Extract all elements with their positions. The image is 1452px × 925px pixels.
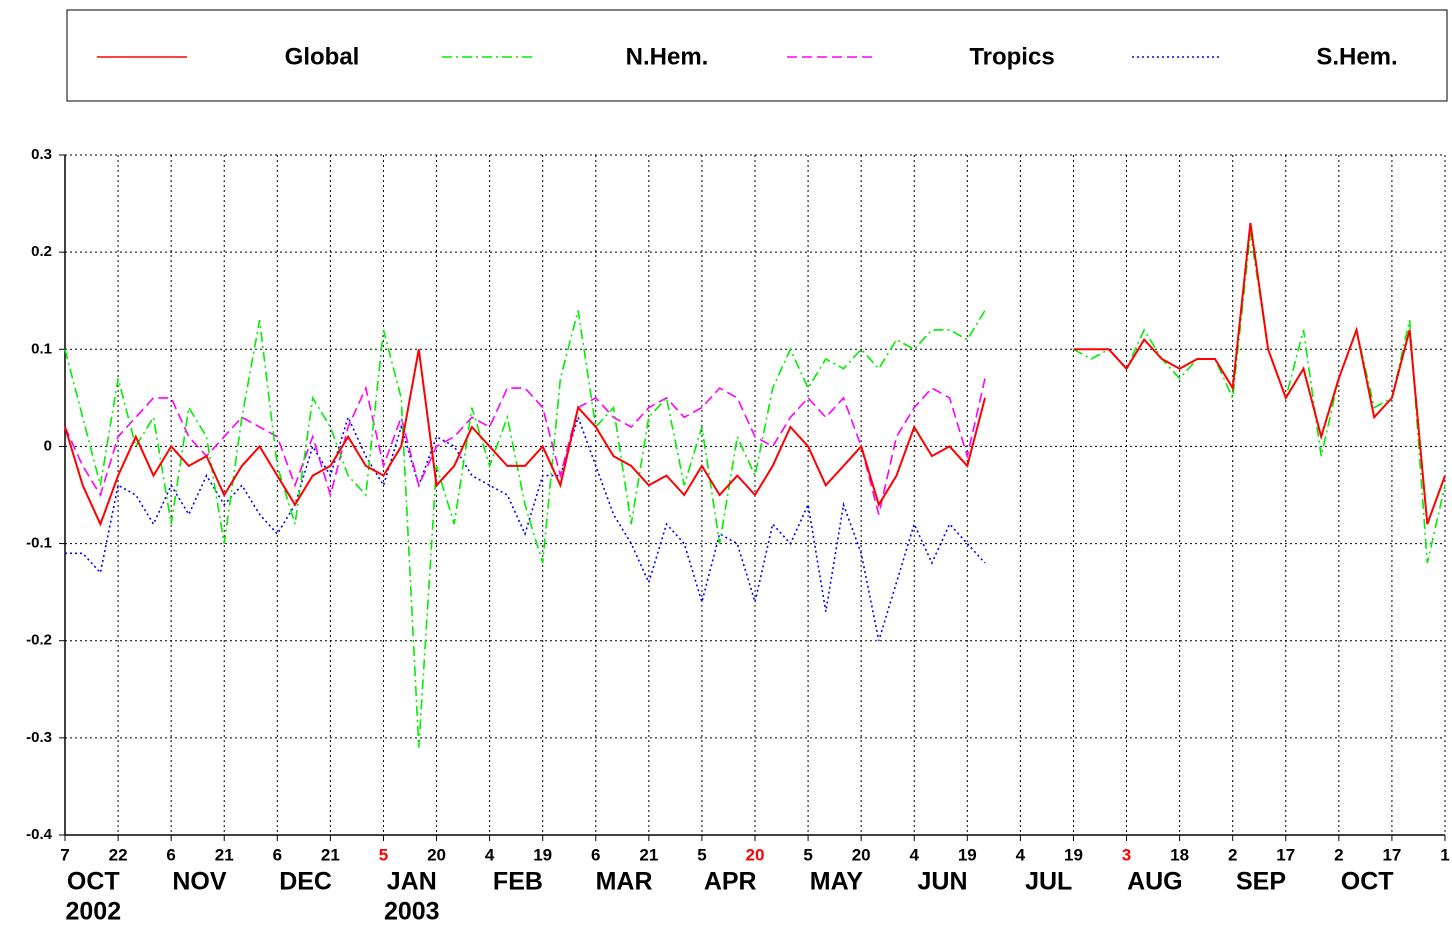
x-tick-label: 4 <box>485 845 495 864</box>
x-tick-label: 20 <box>746 845 765 864</box>
y-tick-label: -0.4 <box>26 826 53 843</box>
x-tick-label: 7 <box>60 845 69 864</box>
legend-label: N.Hem. <box>626 43 709 70</box>
month-label: AUG <box>1127 868 1183 896</box>
x-tick-label: 19 <box>1064 845 1083 864</box>
y-tick-label: -0.3 <box>26 729 52 746</box>
series-line <box>65 414 986 641</box>
x-tick-label: 5 <box>379 845 388 864</box>
month-label: JUL <box>1025 868 1072 896</box>
x-tick-label: 6 <box>273 845 282 864</box>
x-tick-label: 2 <box>1228 845 1237 864</box>
x-tick-label: 18 <box>1170 845 1189 864</box>
month-label: OCT <box>1341 868 1394 896</box>
month-label: MAR <box>596 868 653 896</box>
y-tick-label: -0.2 <box>26 632 52 649</box>
x-tick-label: 2 <box>1334 845 1343 864</box>
legend-label: S.Hem. <box>1316 43 1397 70</box>
x-tick-label: 5 <box>697 845 706 864</box>
x-tick-label: 4 <box>1016 845 1026 864</box>
month-label: SEP <box>1236 868 1286 896</box>
y-tick-label: 0.3 <box>31 146 52 163</box>
x-tick-label: 1 <box>1440 845 1449 864</box>
x-tick-label: 21 <box>321 845 340 864</box>
x-tick-label: 17 <box>1276 845 1295 864</box>
y-tick-label: 0.1 <box>31 340 52 357</box>
x-tick-label: 20 <box>427 845 446 864</box>
month-label: APR <box>704 868 757 896</box>
y-tick-label: 0 <box>44 437 52 454</box>
x-tick-label: 5 <box>803 845 812 864</box>
x-tick-label: 19 <box>958 845 977 864</box>
legend-box <box>66 9 1448 102</box>
x-tick-label: 20 <box>852 845 871 864</box>
month-label: JAN <box>387 868 437 896</box>
y-tick-label: 0.2 <box>31 243 52 260</box>
series-line <box>64 222 1446 527</box>
x-tick-label: 19 <box>533 845 552 864</box>
y-tick-label: -0.1 <box>26 535 52 552</box>
x-tick-label: 6 <box>166 845 175 864</box>
x-tick-label: 21 <box>639 845 658 864</box>
month-label: MAY <box>810 868 864 896</box>
x-tick-label: 6 <box>591 845 600 864</box>
legend-label: Global <box>285 43 360 70</box>
x-tick-label: 17 <box>1382 845 1401 864</box>
legend-label: Tropics <box>969 43 1054 70</box>
month-label: FEB <box>493 868 543 896</box>
series-line <box>64 378 986 515</box>
x-tick-label: 3 <box>1122 845 1131 864</box>
year-label: 2003 <box>384 898 440 925</box>
x-tick-label: 4 <box>909 845 919 864</box>
month-label: NOV <box>172 868 227 896</box>
month-label: OCT <box>67 868 120 896</box>
month-label: JUN <box>918 868 968 896</box>
x-tick-label: 21 <box>215 845 234 864</box>
x-tick-label: 22 <box>109 845 128 864</box>
month-label: DEC <box>279 868 332 896</box>
year-label: 2002 <box>65 898 121 925</box>
